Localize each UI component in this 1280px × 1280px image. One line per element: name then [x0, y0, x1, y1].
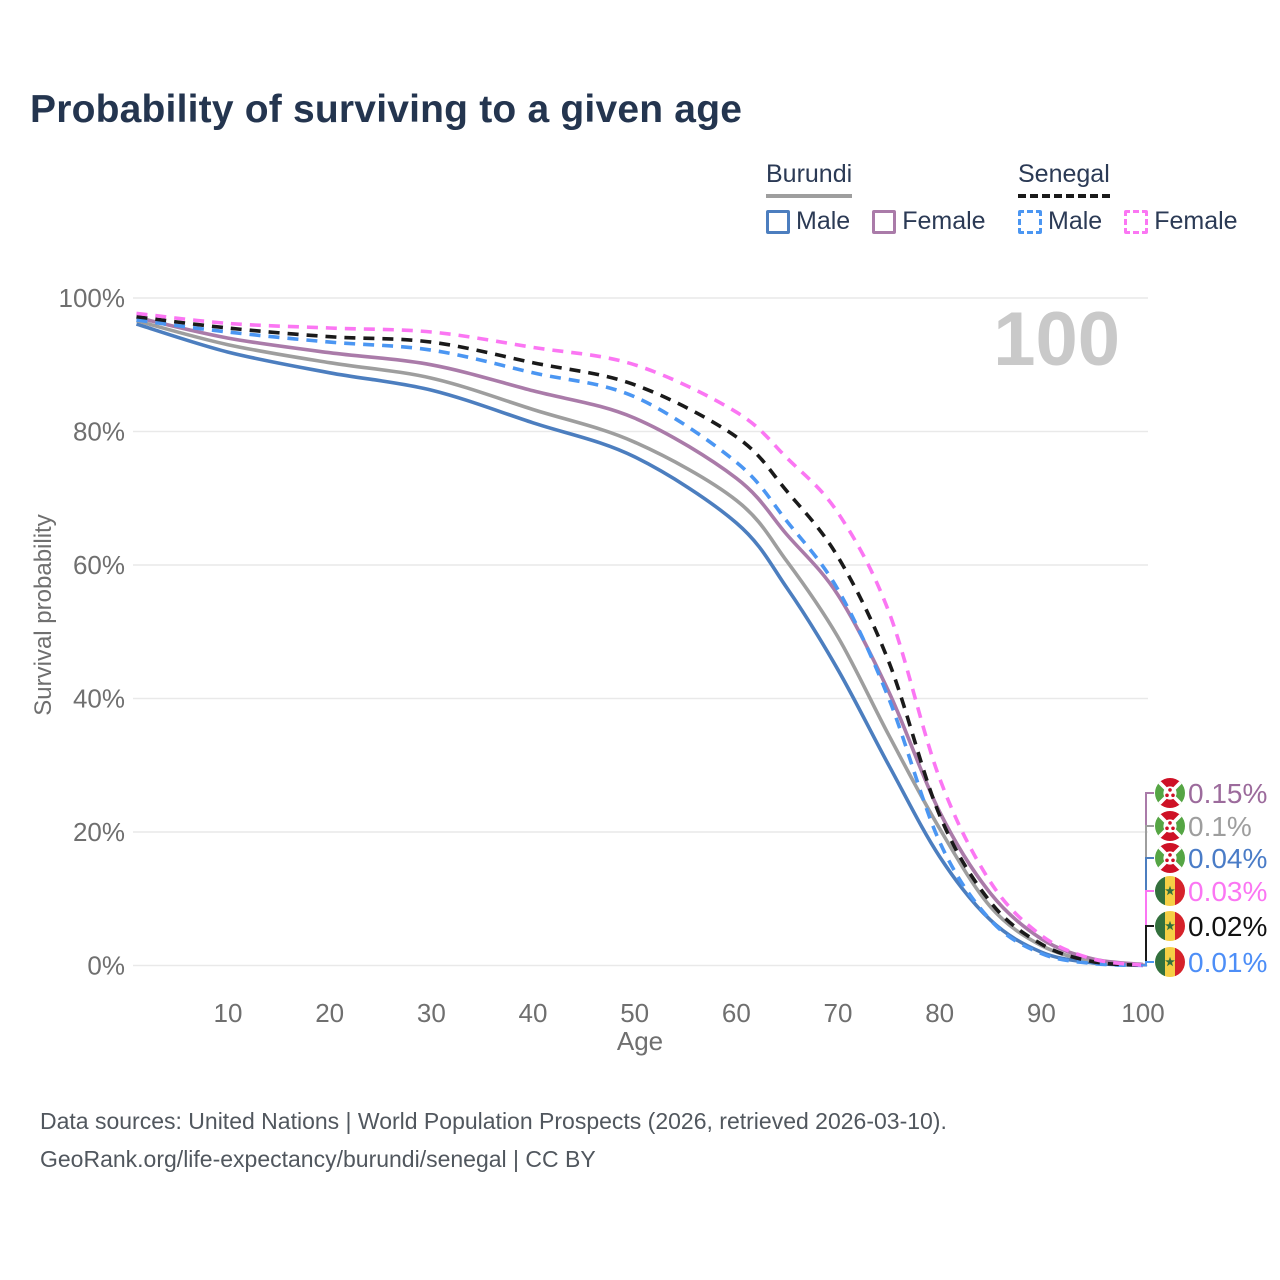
burundi-flag-icon	[1155, 811, 1185, 841]
y-tick-label: 100%	[59, 283, 126, 313]
legend-item-senegal-male[interactable]: Male	[1018, 207, 1102, 236]
page-title: Probability of surviving to a given age	[30, 88, 743, 131]
legend-group-senegal: Senegal Male Female	[1018, 160, 1238, 236]
end-label-connector	[1141, 825, 1154, 966]
legend-label-senegal-female: Female	[1154, 207, 1238, 235]
checkbox-burundi-female[interactable]	[872, 209, 897, 234]
legend-item-burundi-female[interactable]: Female	[872, 207, 986, 236]
end-label-layer: 0.15%0.1%0.04%0.03% 0.02% 0.01%	[1141, 778, 1267, 978]
x-tick-label: 80	[925, 998, 954, 1028]
y-tick-label: 20%	[73, 817, 125, 847]
end-label-burundi: 0.1%	[1188, 811, 1252, 842]
legend-item-senegal-female[interactable]: Female	[1124, 207, 1238, 236]
end-label-senegal-male: 0.01%	[1188, 947, 1267, 978]
end-label-connector	[1141, 961, 1154, 967]
end-label-connector	[1141, 857, 1154, 967]
burundi-flag-icon	[1155, 778, 1185, 808]
legend-label-burundi-male: Male	[796, 207, 851, 235]
data-sources-text: Data sources: United Nations | World Pop…	[40, 1108, 947, 1134]
end-label-senegal-female: 0.03%	[1188, 876, 1267, 907]
x-tick-label: 40	[519, 998, 548, 1028]
x-tick-label: 60	[722, 998, 751, 1028]
legend-header-burundi: Burundi	[766, 160, 853, 198]
y-tick-label: 0%	[87, 951, 125, 981]
legend-label-senegal-male: Male	[1048, 207, 1103, 235]
series-layer	[135, 311, 1144, 968]
line-burundi	[136, 318, 1144, 967]
grid-layer: 100% 80% 60% 40% 20% 0% 10 20 30 40 50 60 70 80 90 100	[59, 283, 1165, 1028]
end-label-senegal: 0.02%	[1188, 911, 1267, 942]
end-label-connector	[1141, 925, 1154, 967]
y-tick-label: 60%	[73, 550, 125, 580]
legend-items-burundi: Male Female	[766, 207, 986, 236]
senegal-flag-icon	[1155, 911, 1185, 941]
legend-group-burundi: Burundi Male Female	[766, 160, 986, 236]
end-label-connector	[1141, 792, 1154, 966]
x-tick-label: 20	[315, 998, 344, 1028]
line-burundi-female	[136, 315, 1144, 967]
legend-label-burundi-female: Female	[902, 207, 986, 235]
senegal-flag-icon	[1155, 876, 1185, 906]
y-tick-label: 80%	[73, 417, 125, 447]
end-label-burundi-female: 0.15%	[1188, 778, 1267, 809]
x-tick-label: 90	[1027, 998, 1056, 1028]
attribution-text: GeoRank.org/life-expectancy/burundi/sene…	[40, 1146, 596, 1172]
end-label-burundi-male: 0.04%	[1188, 843, 1267, 874]
checkbox-senegal-female[interactable]	[1124, 209, 1149, 234]
burundi-flag-icon	[1155, 843, 1185, 873]
x-tick-label: 50	[620, 998, 649, 1028]
age-100-watermark: 100	[993, 297, 1120, 382]
x-axis-title: Age	[616, 1026, 664, 1056]
legend-header-senegal: Senegal	[1018, 160, 1110, 198]
checkbox-burundi-male[interactable]	[766, 209, 790, 234]
legend-item-burundi-male[interactable]: Male	[766, 207, 850, 236]
x-tick-label: 30	[417, 998, 446, 1028]
end-label-connector	[1141, 890, 1154, 967]
x-tick-label: 100	[1121, 998, 1164, 1028]
y-tick-label: 40%	[73, 684, 125, 714]
line-senegal-female	[136, 311, 1144, 968]
checkbox-senegal-male[interactable]	[1018, 209, 1042, 234]
line-senegal-male	[136, 318, 1144, 968]
x-tick-label: 10	[214, 998, 243, 1028]
x-tick-label: 70	[824, 998, 853, 1028]
line-senegal	[136, 314, 1144, 968]
senegal-flag-icon	[1155, 947, 1185, 977]
legend-items-senegal: Male Female	[1018, 207, 1238, 236]
